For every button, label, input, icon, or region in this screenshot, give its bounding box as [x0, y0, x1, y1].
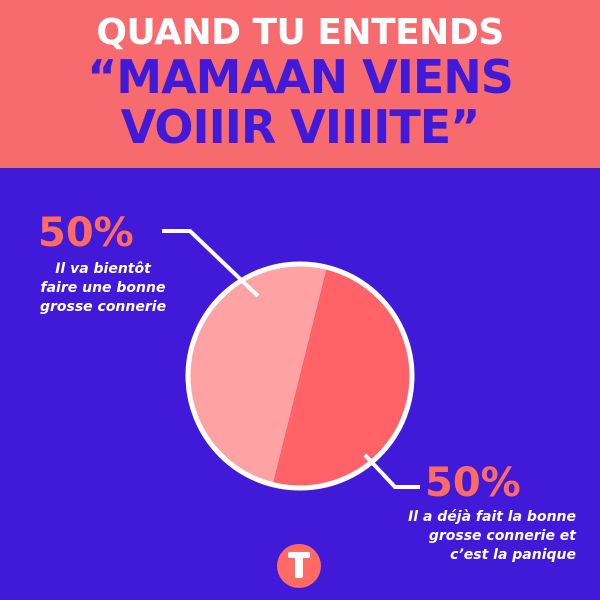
leader-line — [363, 453, 420, 489]
chart-subtitle: “MAMAAN VIENS VOIIIR VIIIITE” — [87, 50, 514, 154]
value-label: 50% — [425, 460, 521, 506]
pie-slice — [272, 267, 413, 489]
pie-slice — [188, 263, 328, 485]
slice-label: Il va bientôt faire une bonne grosse con… — [39, 261, 167, 315]
value-label: 50% — [38, 210, 134, 256]
logo — [277, 544, 321, 588]
leader-line — [162, 229, 260, 298]
slice-label: Il a déjà fait la bonne grosse connerie … — [408, 509, 576, 563]
pie-border — [185, 261, 415, 491]
chart-title: QUAND TU ENTENDS — [96, 12, 504, 53]
header-band — [0, 0, 600, 168]
